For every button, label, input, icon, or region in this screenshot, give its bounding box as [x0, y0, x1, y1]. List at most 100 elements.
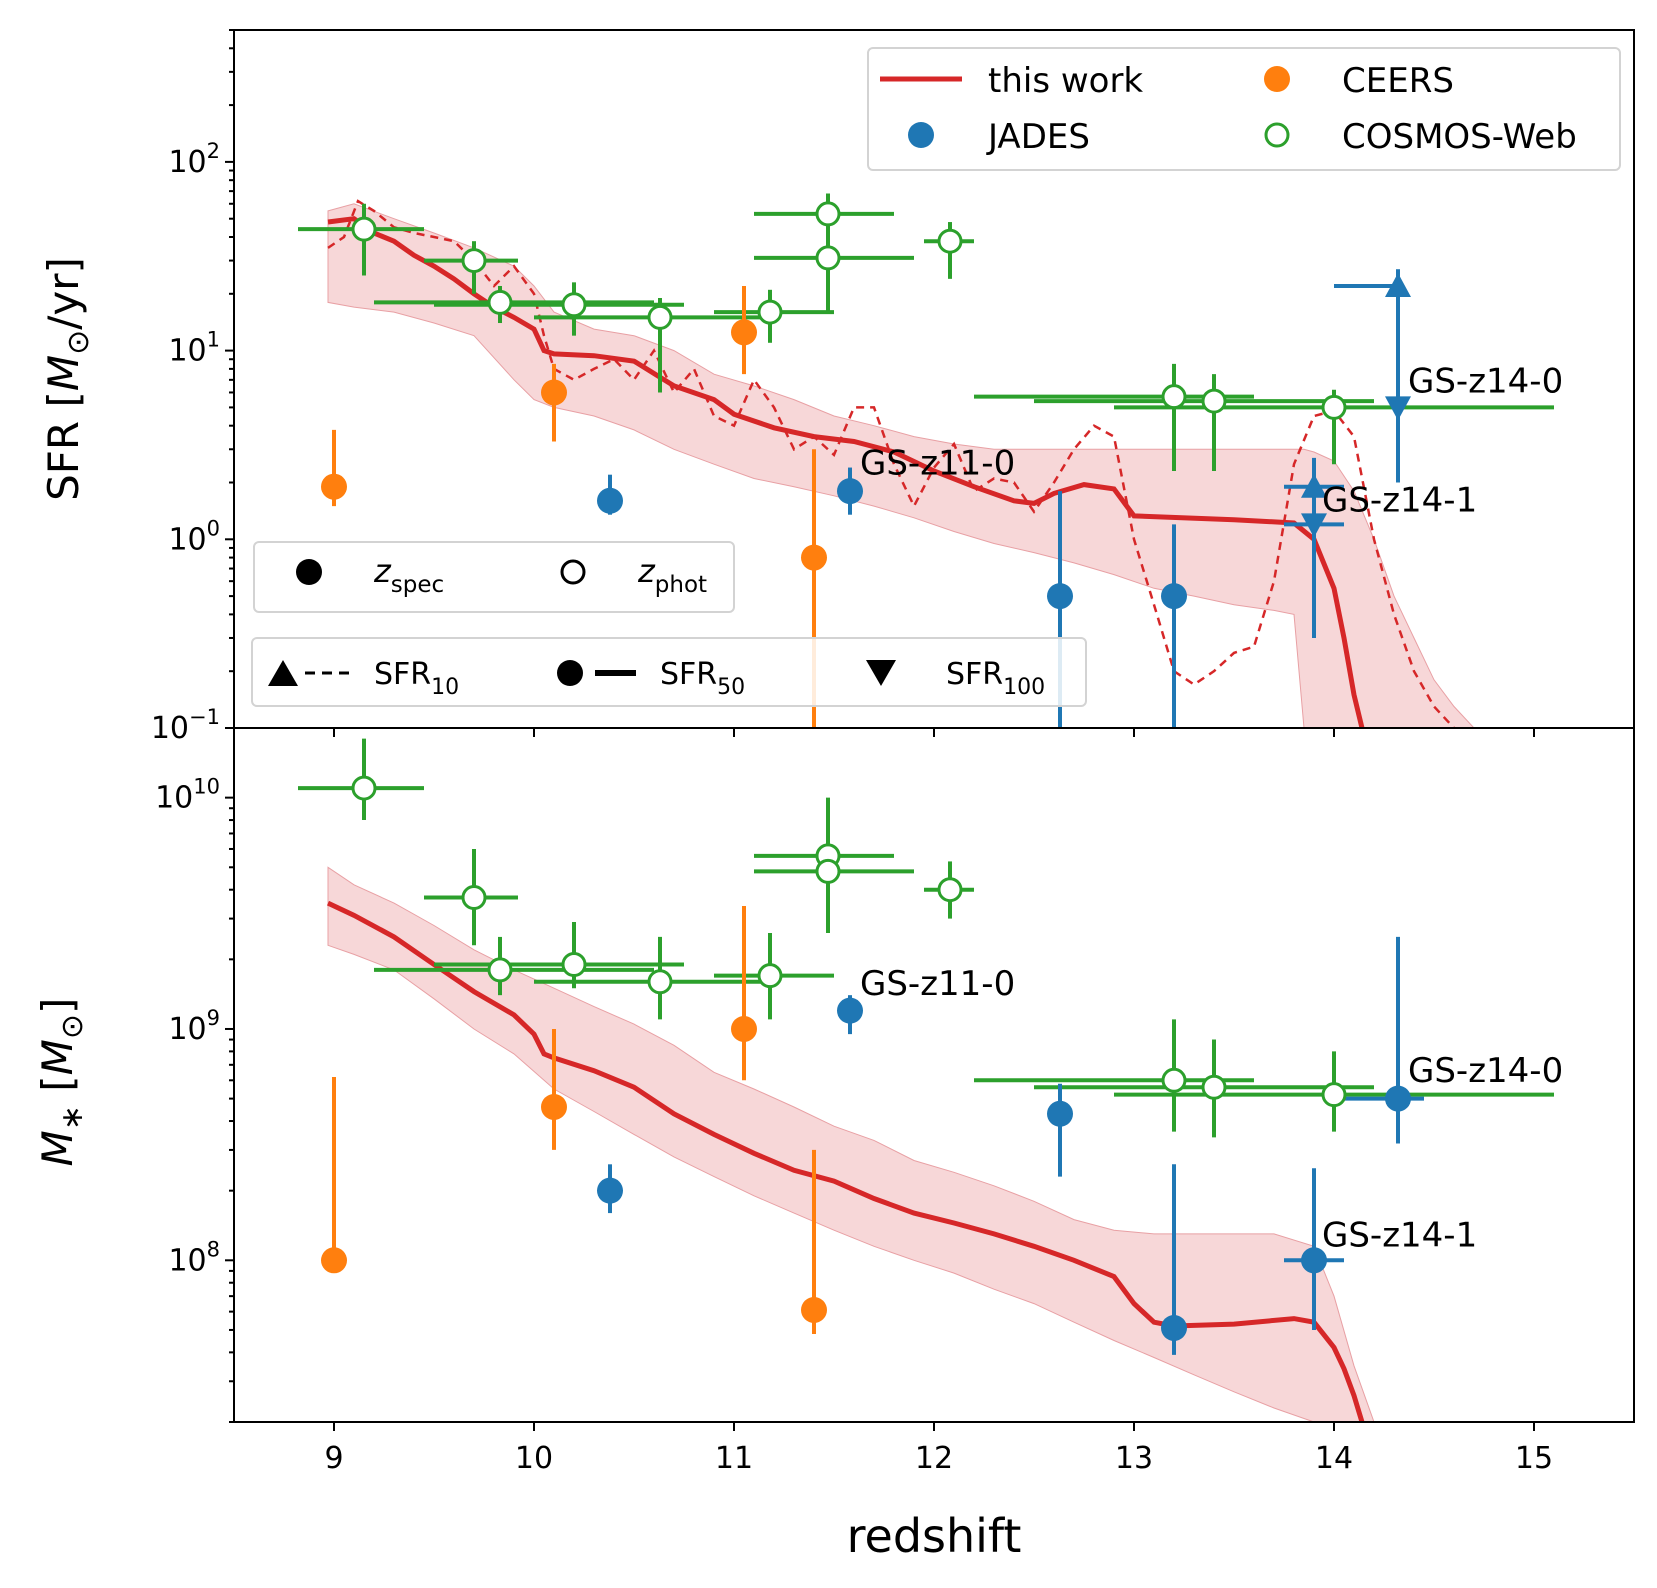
mass-y-axis-label: M∗ [M⊙]: [33, 998, 90, 1167]
cosmos-point-marker: [757, 963, 783, 989]
legend-ceers-marker: [1264, 66, 1290, 92]
jades-point-marker: [837, 997, 863, 1024]
cosmos-point-marker: [561, 292, 587, 318]
cosmos-point-marker: [757, 299, 783, 325]
x-tick-label: 14: [1315, 1441, 1353, 1476]
sfr10-triangle-up-icon: [268, 660, 298, 686]
x-tick-label: 11: [715, 1441, 753, 1476]
galaxy-annotation: GS-z14-0: [1408, 361, 1563, 401]
cosmos-point-marker: [1201, 388, 1227, 414]
ceers-point-marker: [541, 1093, 567, 1120]
cosmos-point-marker: [937, 228, 963, 254]
legend-ceers-label: CEERS: [1342, 61, 1454, 101]
zphot-marker: [560, 559, 586, 585]
sfr50-line: [327, 216, 1365, 728]
ceers-point-marker: [801, 1296, 827, 1323]
redshift-type-legend: zspec zphot: [253, 541, 735, 613]
mass-line: [326, 900, 1365, 1422]
legend-jades-marker: [908, 122, 934, 148]
galaxy-annotation: GS-z11-0: [860, 444, 1015, 484]
cosmos-point-marker: [815, 201, 841, 227]
sfr50-circle-icon: [557, 660, 583, 686]
mass-plot-area: [298, 738, 1554, 1422]
sfr-y-axis-label: SFR [M⊙/yr]: [39, 257, 96, 501]
mass-x-ticks: 9 10 11 12 13 14 15: [324, 1422, 1553, 1476]
cosmos-point-marker: [647, 969, 673, 995]
jades-point-marker: [837, 478, 863, 505]
x-tick-label: 15: [1515, 1441, 1553, 1476]
main-legend: this work JADES CEERS COSMOS-Web: [867, 47, 1621, 171]
jades-point-marker: [1161, 1314, 1187, 1341]
cosmos-point-marker: [1161, 1067, 1187, 1093]
sfr-timescale-legend: SFR10 SFR50 SFR100: [251, 637, 1087, 707]
mass-uncertainty-band: [327, 866, 1375, 1422]
sfr-legend-box: [251, 637, 1087, 707]
cosmos-point-marker: [647, 304, 673, 330]
y-tick-label: 10−1: [151, 705, 220, 746]
ceers-point-marker: [731, 1015, 757, 1042]
jades-point-marker: [1385, 396, 1411, 421]
jades-point-marker: [1385, 272, 1411, 297]
jades-point-marker: [1161, 583, 1187, 610]
mass-annotations: GS-z11-0 GS-z14-0 GS-z14-1: [860, 964, 1563, 1255]
jades-point-marker: [1047, 583, 1073, 610]
legend-cosmos-label: COSMOS-Web: [1342, 117, 1577, 157]
redshift-legend-box: [253, 541, 735, 613]
sfr100-triangle-down-icon: [866, 660, 896, 686]
sfr-y-ticks: 10−1 100 101 102: [151, 29, 234, 746]
galaxy-annotation: GS-z14-0: [1408, 1051, 1563, 1091]
legend-cosmos-marker: [1264, 122, 1290, 148]
ceers-point-marker: [321, 473, 347, 500]
galaxy-annotation: GS-z14-1: [1322, 481, 1477, 521]
y-tick-label: 108: [168, 1237, 220, 1278]
y-tick-label: 109: [168, 1006, 220, 1047]
sfr10-line: [327, 199, 1455, 728]
zspec-label: zspec: [373, 552, 444, 598]
cosmos-point-marker: [351, 775, 377, 801]
jades-point-marker: [1301, 513, 1327, 538]
cosmos-point-marker: [487, 289, 513, 315]
jades-point-marker: [597, 487, 623, 514]
mass-y-ticks: 108 109 1010: [155, 727, 234, 1423]
x-tick-label: 12: [915, 1441, 953, 1476]
ceers-point-marker: [801, 544, 827, 571]
jades-point-marker: [1385, 1085, 1411, 1112]
x-axis-label: redshift: [847, 1509, 1022, 1563]
jades-point-marker: [597, 1177, 623, 1204]
cosmos-point-marker: [487, 957, 513, 983]
cosmos-point-marker: [351, 216, 377, 242]
jades-point-marker: [1301, 473, 1327, 498]
cosmos-point-marker: [937, 877, 963, 903]
sfr-panel: 10−1 100 101 102 GS-z11-0 GS-z14-0 GS-z14-1 S…: [39, 29, 1635, 746]
zphot-label: zphot: [637, 552, 707, 598]
cosmos-point-marker: [461, 248, 487, 274]
zspec-marker: [296, 559, 322, 585]
sfr50-label: SFR50: [660, 657, 745, 700]
ceers-point-marker: [731, 319, 757, 346]
galaxy-annotation: GS-z11-0: [860, 964, 1015, 1004]
main-legend-box: [867, 47, 1621, 171]
galaxy-annotation: GS-z14-1: [1322, 1215, 1477, 1255]
ceers-point-marker: [321, 1247, 347, 1274]
y-tick-label: 101: [168, 328, 220, 369]
y-tick-label: 100: [168, 516, 220, 557]
sfr-plot-area: [298, 193, 1554, 728]
cosmos-point-marker: [815, 245, 841, 271]
x-tick-label: 13: [1115, 1441, 1153, 1476]
y-tick-label: 102: [168, 139, 220, 180]
cosmos-point-marker: [561, 951, 587, 977]
cosmos-point-marker: [1201, 1074, 1227, 1100]
legend-this-work-label: this work: [988, 61, 1143, 101]
sfr-x-ticks: [333, 728, 1535, 737]
jades-point-marker: [1047, 1100, 1073, 1127]
cosmos-point-marker: [1321, 1082, 1347, 1108]
ceers-point-marker: [541, 379, 567, 406]
sfr-annotations: GS-z11-0 GS-z14-0 GS-z14-1: [860, 361, 1563, 520]
sfr10-label: SFR10: [374, 657, 459, 700]
y-tick-label: 1010: [155, 775, 220, 816]
legend-jades-label: JADES: [986, 117, 1090, 157]
stellar-mass-panel: 108 109 1010 9 10 11 12 13 14 15 GS-z11-0 GS-z14-…: [33, 727, 1635, 1476]
x-tick-label: 10: [515, 1441, 553, 1476]
jades-point-marker: [1301, 1247, 1327, 1274]
